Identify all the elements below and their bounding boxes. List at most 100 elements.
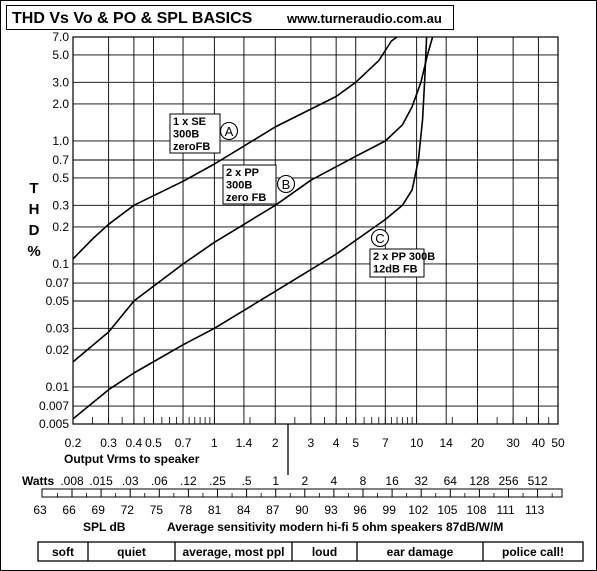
x-tick-label: 40 (532, 436, 546, 450)
y-label-letter: D (29, 222, 40, 239)
y-label-letter: % (27, 243, 40, 260)
x-tick-label: 14 (440, 436, 454, 450)
watts-value: 512 (528, 474, 548, 488)
y-axis-label: THD% (27, 180, 40, 260)
watts-value: 16 (385, 474, 399, 488)
y-tick-label: 3.0 (52, 75, 69, 89)
y-tick-label: 0.005 (39, 417, 69, 431)
x-tick-label: 1.4 (236, 436, 253, 450)
spl-value: 113 (525, 503, 544, 517)
series-label-box (369, 248, 425, 278)
x-tick-label: 10 (410, 436, 424, 450)
watts-value: .015 (89, 474, 113, 488)
spl-value: 96 (353, 503, 367, 517)
series-marker-circle (219, 121, 239, 141)
spl-value: 63 (33, 503, 47, 517)
sensitivity-note: Average sensitivity modern hi-fi 5 ohm s… (167, 520, 503, 534)
watts-value: 128 (469, 474, 489, 488)
watts-value: 4 (331, 474, 338, 488)
watts-value: 1 (272, 474, 279, 488)
series-label-line: 300B (173, 129, 199, 141)
y-tick-label: 0.02 (46, 343, 70, 357)
zone-label: ear damage (387, 545, 454, 559)
spl-value: 93 (324, 503, 338, 517)
x-tick-label: 30 (506, 436, 520, 450)
zone-label: soft (52, 545, 74, 559)
series-marker-letter: C (375, 231, 384, 246)
y-label-letter: T (29, 180, 38, 197)
series-label-line: zeroFB (173, 141, 210, 153)
watts-value: .06 (151, 474, 168, 488)
grid (72, 36, 559, 425)
y-tick-label: 7.0 (52, 30, 69, 44)
series-line-b (72, 36, 434, 363)
x-axis-label: Output Vrms to speaker (64, 452, 200, 466)
series-label-line: zero FB (226, 192, 266, 204)
y-tick-label: 0.05 (46, 294, 70, 308)
spl-value: 99 (383, 503, 397, 517)
spl-value: 75 (150, 503, 164, 517)
y-label-letter: H (29, 201, 40, 218)
title-box (6, 5, 454, 30)
spl-scale: 63 66 69 72 75 78 81 84 87 90 93 96 99 102 105 108 111 11… (33, 503, 544, 517)
x-tick-label: 1 (211, 436, 218, 450)
x-tick-label: 0.7 (175, 436, 192, 450)
y-tick-label: 0.7 (52, 153, 69, 167)
watts-value: 8 (360, 474, 367, 488)
series-label-line: 2 x PP 300B (373, 251, 435, 263)
series-marker-letter: B (282, 177, 291, 192)
zone-label: average, most ppl (182, 545, 284, 559)
x-tick-label: 50 (551, 436, 565, 450)
spl-value: 78 (179, 503, 193, 517)
watts-value: 64 (444, 474, 458, 488)
watts-value: 256 (498, 474, 518, 488)
watts-value: .008 (60, 474, 84, 488)
series-marker-letter: A (225, 124, 234, 139)
zone-label: police call! (502, 545, 564, 559)
spl-value: 69 (92, 503, 106, 517)
zone-label: quiet (117, 545, 146, 559)
spl-value: 81 (208, 503, 222, 517)
y-tick-label: 2.0 (52, 97, 69, 111)
y-tick-label: 0.01 (46, 380, 70, 394)
watts-header: Watts (22, 474, 55, 488)
spl-value: 108 (466, 503, 486, 517)
zone-label: loud (312, 545, 337, 559)
y-tick-label: 5.0 (52, 48, 69, 62)
spl-value: 72 (121, 503, 135, 517)
y-tick-label: 0.5 (52, 171, 69, 185)
zones-frame (37, 541, 584, 562)
watts-bar (41, 488, 563, 498)
y-ticks: 7.0 5.0 3.0 2.0 1.0 0.7 0.5 0.3 0.2 0.1 0.07 0.05 0.… (39, 30, 69, 431)
series-label-line: 12dB FB (373, 264, 418, 276)
watts-value: 2 (301, 474, 308, 488)
y-tick-label: 1.0 (52, 134, 69, 148)
series-label-line: 1 x SE (173, 116, 206, 128)
x-tick-label: 3 (308, 436, 315, 450)
series-label-box (169, 113, 221, 154)
x-ticks: 0.2 0.3 0.4 0.5 0.7 1 1.4 2 3 4 5 7 10 14 20 30 40 50 (65, 417, 565, 450)
x-tick-label: 0.4 (126, 436, 143, 450)
spl-value: 87 (266, 503, 280, 517)
x-tick-label: 2 (272, 436, 279, 450)
spl-value: 90 (295, 503, 309, 517)
series (72, 36, 434, 420)
x-tick-label: 4 (333, 436, 340, 450)
spl-value: 105 (437, 503, 457, 517)
series-label-line: 2 x PP (226, 167, 259, 179)
y-tick-label: 0.1 (52, 257, 69, 271)
watts-value: 32 (415, 474, 429, 488)
website-text: www.turneraudio.com.au (286, 11, 442, 26)
watts-scale: Watts .008.015.03.06.12.25.5 1 2 4 8 16 32 64 128… (22, 424, 563, 498)
y-tick-label: 0.07 (46, 276, 70, 290)
watts-value: .12 (180, 474, 197, 488)
y-tick-label: 0.007 (39, 399, 69, 413)
series-line-c (72, 36, 428, 420)
series-marker-circle (276, 174, 296, 194)
spl-value: 66 (62, 503, 76, 517)
watts-value: .03 (122, 474, 139, 488)
